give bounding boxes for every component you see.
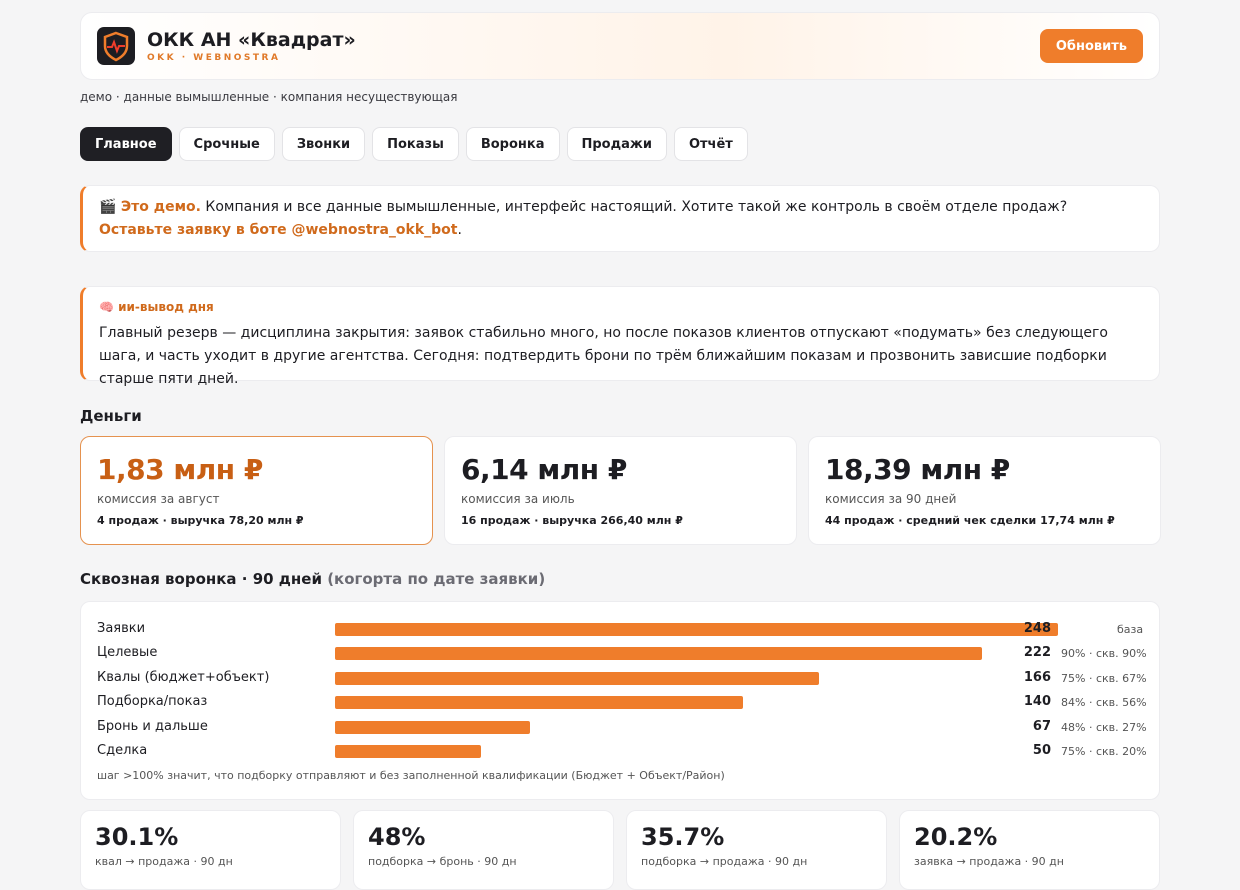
lead: Это демо. — [120, 199, 201, 215]
demo-notice: 🎬 Это демо. Компания и все данные вымышл… — [80, 185, 1160, 252]
money-card: 6,14 млн ₽ комиссия за июль 16 продаж · вы… — [444, 436, 797, 545]
icon: 🎬 — [99, 199, 117, 215]
funnel-value: 67 — [1032, 718, 1051, 734]
funnel-bar — [335, 671, 819, 685]
kpi-value: 35.7% — [641, 823, 725, 851]
kpi-value: 30.1% — [95, 823, 179, 851]
card-value: 18,39 млн ₽ — [825, 453, 1010, 486]
subtitle: OKK · WEBNOSTRA — [147, 53, 281, 63]
funnel-value: 50 — [1032, 743, 1051, 758]
card-value: 6,14 млн ₽ — [461, 453, 627, 486]
card-detail: 44 продаж · средний чек сделки 17,74 млн… — [825, 514, 1115, 527]
card-detail: 16 продаж · выручка 266,40 млн ₽ — [461, 514, 683, 527]
note: демо · данные вымышленные · компания нес… — [80, 90, 458, 104]
kpi-card: 48% подборка → бронь · 90 дн — [353, 810, 614, 890]
funnel-bar — [335, 647, 983, 661]
kpi-card: 20.2% заявка → продажа · 90 дн — [899, 810, 1160, 890]
kpi-value: 48% — [368, 823, 426, 851]
funnel-label: Целевые — [97, 645, 158, 661]
insight: 🧠 ии-вывод дня Главный резерв — дисципли… — [80, 286, 1160, 387]
text: Компания и все данные вымышленные, интер… — [205, 199, 1068, 215]
kpi-card: 35.7% подборка → продажа · 90 дн — [626, 810, 887, 890]
funnel-title-text: Сквозная воронка · 90 дней — [80, 570, 322, 588]
funnel-label: Подборка/показ — [97, 694, 208, 710]
funnel-note: 84% · скв. 56% — [1061, 696, 1147, 710]
title: ОКК АН «Квадрат» — [147, 29, 356, 51]
funnel-label: Бронь и дальше — [97, 718, 208, 734]
tab[interactable]: Продажи — [566, 127, 667, 161]
tab[interactable]: Звонки — [281, 127, 366, 161]
kpi-value: 20.2% — [914, 823, 998, 851]
card-detail: 4 продаж · выручка 78,20 млн ₽ — [97, 514, 304, 527]
funnel-note: база — [1117, 623, 1144, 636]
page: ОКК АН «Квадрат» OKK · WEBNOSTRA Обновит… — [80, 12, 1161, 890]
funnel-label: Сделка — [97, 743, 148, 758]
tab[interactable]: Воронка — [465, 127, 560, 161]
card-label: комиссия за август — [97, 492, 220, 506]
funnel-footnote: шаг >100% значит, что подборку отправляю… — [97, 769, 725, 782]
refresh-button[interactable]: Обновить — [1039, 29, 1143, 63]
kpi-label: квал → продажа · 90 дн — [95, 855, 233, 868]
funnel-bar — [335, 623, 1058, 636]
funnel-value: 248 — [1023, 621, 1051, 636]
card-label: комиссия за июль — [461, 492, 575, 506]
money-card: 18,39 млн ₽ комиссия за 90 дней 44 продаж … — [808, 436, 1161, 545]
kpi-label: заявка → продажа · 90 дн — [914, 855, 1064, 868]
logo — [97, 27, 135, 65]
funnel-bar — [335, 696, 744, 710]
kpi-label: подборка → продажа · 90 дн — [641, 855, 808, 868]
funnel-bar — [335, 745, 481, 758]
insight-title: 🧠 ии-вывод дня — [99, 300, 214, 314]
funnel-note: 90% · скв. 90% — [1061, 647, 1147, 661]
card-value: 1,83 млн ₽ — [97, 453, 263, 486]
money-card: 1,83 млн ₽ комиссия за август 4 продаж · в… — [80, 436, 433, 545]
funnel-value: 140 — [1023, 694, 1051, 710]
funnel-label: Заявки — [97, 621, 146, 636]
funnel-note: 75% · скв. 67% — [1061, 671, 1147, 685]
funnel-value: 166 — [1023, 669, 1051, 685]
money-title: Деньги — [80, 407, 142, 425]
card-label: комиссия за 90 дней — [825, 492, 957, 506]
tab[interactable]: Срочные — [178, 127, 275, 161]
tabs: Главное Срочные Звонки Показы Воронка Продажи… — [80, 127, 748, 161]
end: . — [457, 222, 462, 238]
tab[interactable]: Главное — [80, 127, 172, 161]
funnel-subtitle: (когорта по дате заявки) — [327, 570, 546, 588]
funnel: шаг >100% значит, что подборку отправляю… — [80, 601, 1160, 800]
tab[interactable]: Показы — [372, 127, 459, 161]
insight-text: Главный резерв — дисциплина закрытия: за… — [99, 325, 1108, 387]
funnel-value: 222 — [1023, 645, 1051, 661]
kpi-card: 30.1% квал → продажа · 90 дн — [80, 810, 341, 890]
funnel-label: Квалы (бюджет+объект) — [97, 669, 270, 685]
funnel-bar — [335, 720, 531, 734]
tab[interactable]: Отчёт — [673, 127, 748, 161]
link[interactable]: Оставьте заявку в боте @webnostra_okk_bo… — [99, 222, 458, 238]
kpi-label: подборка → бронь · 90 дн — [368, 855, 517, 868]
header: ОКК АН «Квадрат» OKK · WEBNOSTRA Обновит… — [80, 12, 1160, 80]
funnel-title: Сквозная воронка · 90 дней (когорта по д… — [80, 570, 545, 588]
funnel-note: 75% · скв. 20% — [1061, 745, 1147, 758]
funnel-note: 48% · скв. 27% — [1061, 720, 1147, 734]
